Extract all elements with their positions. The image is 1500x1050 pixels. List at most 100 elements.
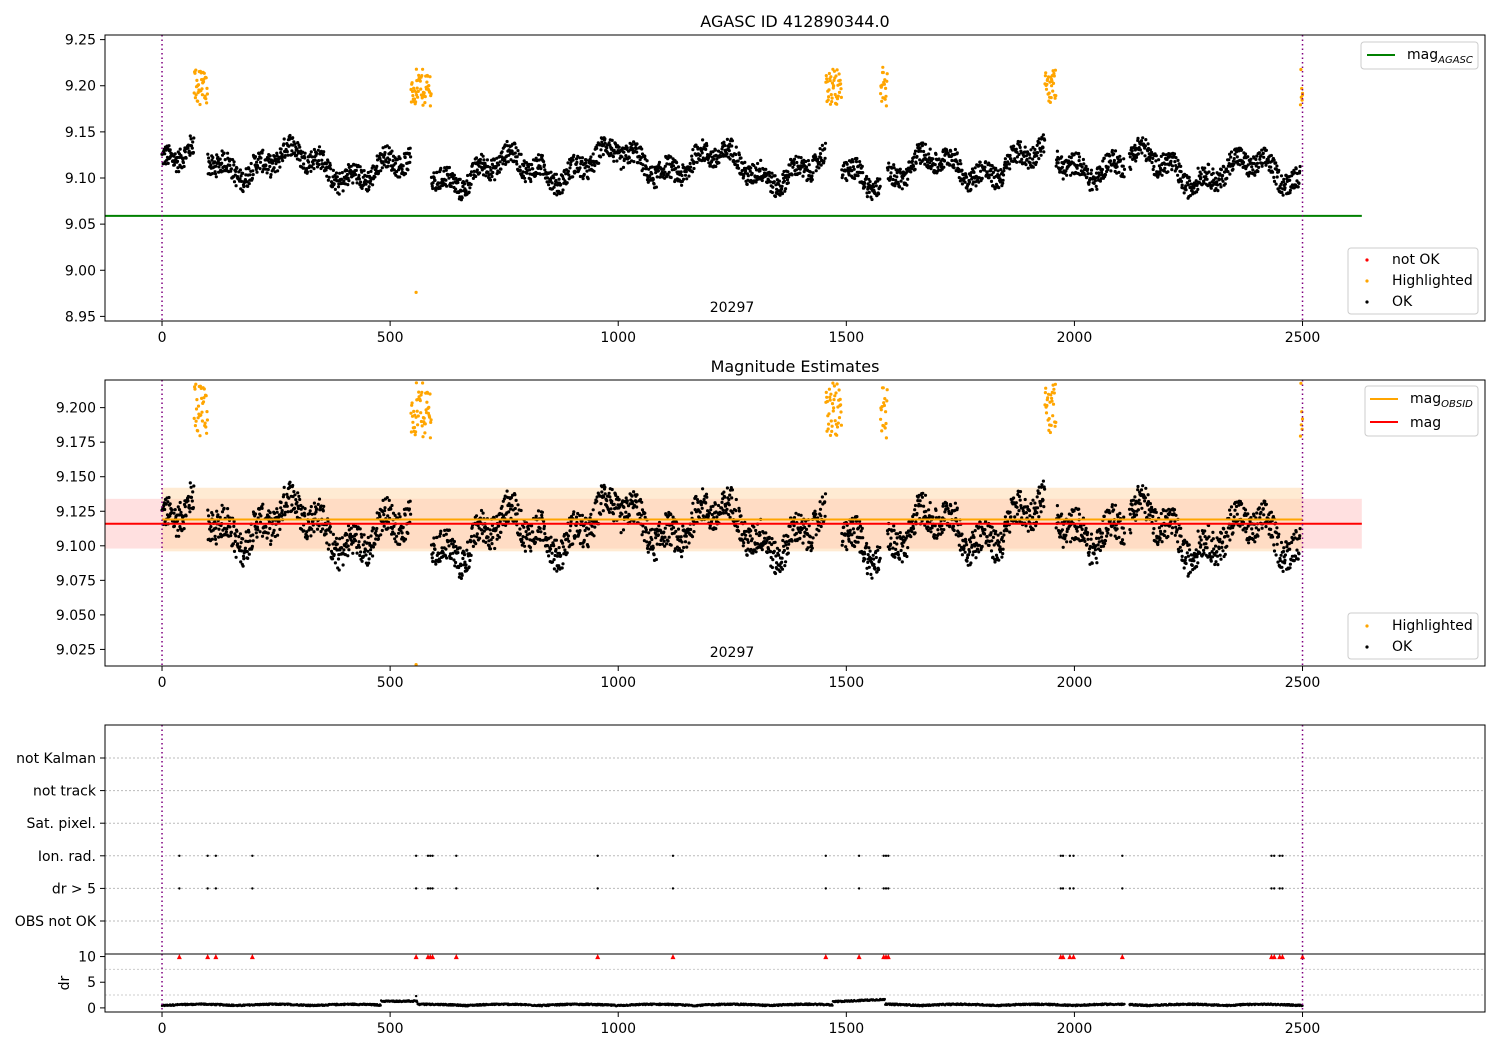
ok-point xyxy=(523,549,528,553)
ok-point xyxy=(398,542,402,547)
ok-point xyxy=(497,524,501,528)
ok-point xyxy=(894,547,898,552)
ok-point xyxy=(368,552,372,556)
ok-point xyxy=(806,177,810,181)
ok-point xyxy=(569,163,573,167)
highlighted-point xyxy=(421,103,425,107)
ok-point xyxy=(216,513,220,517)
ok-point xyxy=(1037,141,1042,145)
ok-point xyxy=(597,161,601,165)
ok-point xyxy=(739,156,743,160)
x-tick-label: 1500 xyxy=(829,330,865,346)
ok-point xyxy=(721,508,725,512)
ok-point xyxy=(245,550,249,554)
ok-point xyxy=(214,164,218,168)
ok-point xyxy=(942,165,946,169)
ok-point xyxy=(513,506,517,511)
ok-point xyxy=(586,545,590,549)
ok-point xyxy=(392,532,396,536)
ok-point xyxy=(1144,138,1148,142)
ok-point xyxy=(669,512,673,517)
ok-point xyxy=(374,171,378,176)
ok-point xyxy=(590,163,594,167)
ok-point xyxy=(321,527,325,531)
ok-point xyxy=(484,540,488,545)
ok-point xyxy=(895,542,899,546)
ok-point xyxy=(280,152,284,157)
ok-point xyxy=(605,146,609,150)
ok-point xyxy=(234,534,238,538)
ok-point xyxy=(794,154,798,158)
ok-point xyxy=(1222,165,1226,169)
ok-point xyxy=(679,535,683,539)
ok-point xyxy=(296,506,301,511)
ok-point xyxy=(705,144,709,148)
ok-point xyxy=(701,138,705,142)
ok-point xyxy=(1024,163,1028,167)
ok-point xyxy=(332,553,336,557)
ok-point xyxy=(434,562,438,566)
ok-point xyxy=(331,168,335,172)
highlighted-point xyxy=(834,74,838,78)
ok-point xyxy=(1042,150,1046,154)
ok-point xyxy=(1188,179,1192,183)
ok-point xyxy=(700,506,704,510)
ok-point xyxy=(246,184,250,188)
ok-point xyxy=(172,163,176,167)
ok-point xyxy=(307,160,311,164)
ok-point xyxy=(372,526,376,531)
ok-point xyxy=(338,171,342,175)
ok-point xyxy=(1037,157,1041,161)
ok-point xyxy=(554,547,558,552)
ok-point xyxy=(345,533,349,537)
ok-point xyxy=(168,148,172,152)
ok-point xyxy=(845,178,849,183)
ok-point xyxy=(991,535,996,540)
ok-point xyxy=(243,546,247,550)
ok-point xyxy=(681,524,685,528)
ok-point xyxy=(163,507,167,512)
ok-point xyxy=(432,536,436,540)
ok-point xyxy=(1139,139,1144,143)
ok-point xyxy=(522,164,526,168)
ok-point xyxy=(764,531,768,535)
ok-point xyxy=(806,546,810,550)
ok-point xyxy=(773,174,777,178)
ok-point xyxy=(497,163,501,167)
ok-point xyxy=(191,140,195,144)
ok-point xyxy=(1025,157,1029,162)
ok-point xyxy=(530,163,534,167)
ok-point xyxy=(260,506,264,510)
ok-point xyxy=(334,536,339,541)
ok-point xyxy=(721,154,726,158)
ok-point xyxy=(692,160,697,164)
highlighted-point xyxy=(838,78,842,82)
ok-point xyxy=(1039,149,1043,153)
ok-point xyxy=(770,190,775,195)
highlighted-point xyxy=(204,97,208,101)
ok-point xyxy=(431,186,435,191)
ok-point xyxy=(923,493,928,497)
ok-point xyxy=(982,168,987,172)
highlighted-point xyxy=(832,84,836,88)
ok-point xyxy=(669,175,673,180)
ok-point xyxy=(744,533,748,537)
ok-point xyxy=(315,165,320,169)
ok-point xyxy=(493,178,497,182)
ok-point xyxy=(856,174,860,178)
ok-point xyxy=(728,493,732,497)
x-tick-label: 1000 xyxy=(600,330,636,346)
ok-point xyxy=(293,142,297,146)
ok-point xyxy=(778,569,782,574)
panel-agasc-magnitude: AGASC ID 412890344.0 0 500 1000 1500 2000 250… xyxy=(65,12,1486,346)
ok-point xyxy=(518,527,522,531)
ok-point xyxy=(222,151,226,155)
ok-point xyxy=(471,544,475,549)
ok-point xyxy=(360,186,364,190)
ok-point xyxy=(1082,162,1086,166)
ok-point xyxy=(680,173,684,178)
ok-point xyxy=(865,572,870,576)
ok-point xyxy=(587,165,591,169)
ok-point xyxy=(275,510,279,514)
ok-point xyxy=(1075,166,1079,170)
